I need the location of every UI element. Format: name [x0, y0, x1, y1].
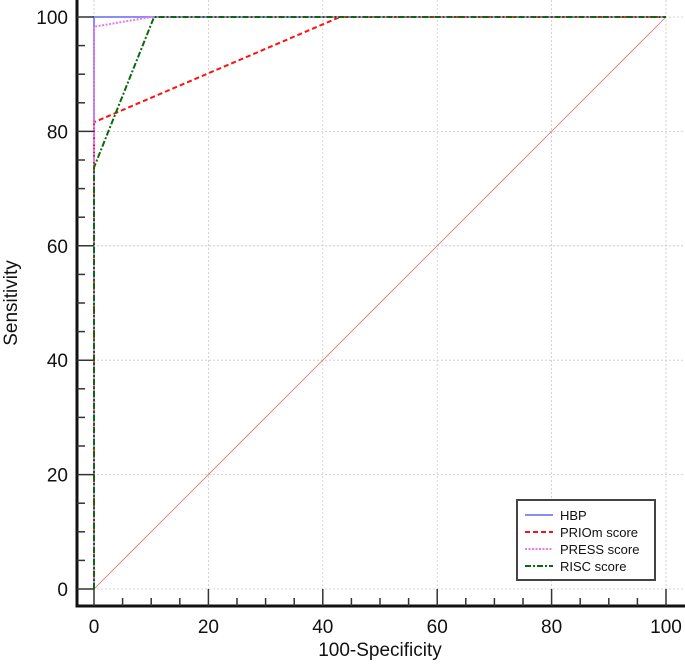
legend-label: PRIOm score [560, 525, 638, 540]
legend-label: HBP [560, 508, 587, 523]
y-tick-label: 0 [57, 580, 68, 601]
y-tick-label: 60 [47, 237, 68, 258]
reference-diagonal-line [93, 16, 667, 590]
x-tick-label: 60 [427, 617, 448, 638]
diagonal-reference-line [93, 16, 667, 590]
x-tick-label: 100 [650, 617, 682, 638]
y-tick-label: 100 [36, 8, 68, 29]
y-axis-ticks: 0 20 40 60 80 100 [36, 8, 94, 601]
y-tick-label: 40 [47, 351, 68, 372]
y-tick-label: 80 [47, 122, 68, 143]
legend: HBP PRIOm score PRESS score RISC score [516, 499, 656, 581]
x-tick-label: 80 [541, 617, 562, 638]
x-axis-ticks: 0 20 40 60 80 100 [89, 589, 682, 638]
y-tick-label: 20 [47, 466, 68, 487]
x-axis-title: 100-Specificity [318, 640, 442, 661]
legend-label: PRESS score [560, 542, 639, 557]
x-tick-label: 20 [198, 617, 219, 638]
legend-label: RISC score [560, 559, 626, 574]
y-axis-title: Sensitivity [1, 260, 22, 346]
x-tick-label: 0 [89, 617, 100, 638]
x-tick-label: 40 [312, 617, 333, 638]
